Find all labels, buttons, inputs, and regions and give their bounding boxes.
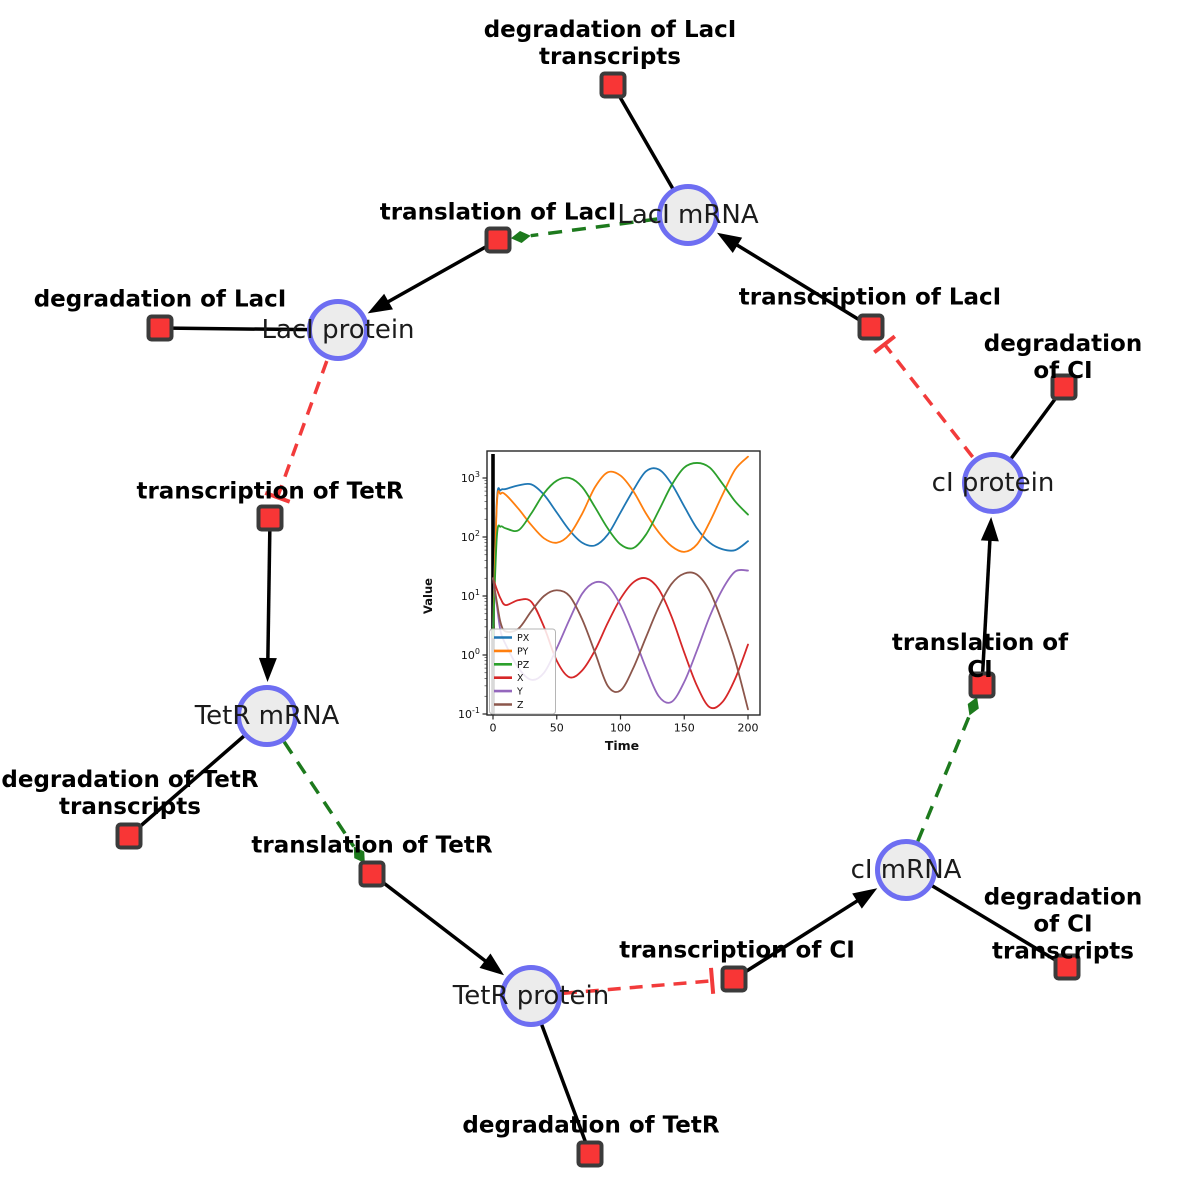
reaction-node-txn_ci[interactable] [720, 965, 748, 993]
edge-laci_mrna-transl_laci [530, 217, 658, 238]
series-X [492, 577, 749, 710]
edge-tetr_mrna-transl_tetr-diamond-icon [353, 846, 365, 864]
edge-transl_laci-laci_prot [385, 238, 499, 305]
reaction-node-transl_laci[interactable] [484, 226, 512, 254]
edge-transl_ci-ci_prot-arrowhead-icon [980, 516, 999, 542]
edge-tetr_mrna-transl_tetr [282, 740, 356, 848]
edge-ci_prot-txn_laci [883, 343, 975, 459]
x-tick-label: 150 [674, 722, 695, 735]
legend-label-Z: Z [517, 700, 524, 711]
legend-label-Y: Y [516, 687, 523, 698]
series-PY [492, 455, 749, 639]
legend-label-X: X [517, 673, 524, 684]
plot-frame [486, 450, 761, 716]
legend-label-PX: PX [517, 633, 530, 644]
edge-txn_tetr-tetr_mrna-arrowhead-icon [258, 657, 277, 683]
edge-laci_mrna-transl_laci-diamond-icon [510, 231, 531, 243]
y-tick-label: 103 [461, 470, 480, 485]
edge-ci_prot-txn_laci-tee-icon [873, 334, 897, 354]
edge-ci_mrna-deg_ci_tx [929, 882, 1068, 969]
species-node-tetr_mrna[interactable] [236, 685, 298, 747]
y-tick-label: 10-1 [458, 706, 480, 721]
y-tick-label: 102 [461, 529, 480, 544]
legend-label-PZ: PZ [517, 660, 530, 671]
y-axis-label: Value [421, 578, 435, 614]
reaction-node-txn_laci[interactable] [857, 313, 885, 341]
species-node-ci_mrna[interactable] [875, 839, 937, 901]
species-node-tetr_prot[interactable] [500, 965, 562, 1027]
edge-txn_laci-laci_mrna-arrowhead-icon [716, 232, 743, 253]
edge-tetr_prot-txn_ci [563, 979, 713, 995]
x-tick-label: 0 [490, 722, 497, 735]
edge-ci_mrna-transl_ci [916, 714, 972, 842]
reaction-node-deg_laci_tx[interactable] [599, 71, 627, 99]
edge-tetr_mrna-deg_tetr_tx [127, 733, 248, 838]
edge-laci_prot-deg_laci [159, 326, 311, 332]
x-tick-label: 200 [738, 722, 759, 735]
edge-txn_laci-laci_mrna [733, 242, 872, 329]
reaction-node-txn_tetr[interactable] [256, 504, 284, 532]
edge-txn_ci-ci_mrna-arrowhead-icon [852, 888, 878, 909]
x-tick-label: 100 [610, 722, 631, 735]
reaction-node-deg_tetr_tx[interactable] [115, 822, 143, 850]
species-node-ci_prot[interactable] [962, 452, 1024, 514]
edge-laci_mrna-deg_laci_tx [611, 84, 676, 192]
reaction-node-deg_tetr[interactable] [576, 1140, 604, 1168]
y-tick-label: 101 [461, 588, 480, 603]
reaction-node-deg_laci[interactable] [146, 314, 174, 342]
series-PZ [492, 462, 749, 639]
reaction-node-deg_ci[interactable] [1050, 373, 1078, 401]
edge-transl_tetr-tetr_prot [370, 872, 489, 964]
edge-ci_mrna-transl_ci-diamond-icon [967, 697, 979, 716]
x-axis-label: Time [605, 738, 639, 753]
edge-txn_ci-ci_mrna [733, 897, 861, 981]
timeseries-inset-chart: 0 50 100 150 200 103 102 101 100 10-1 PX PY PZ X Y Z Ti… [418, 438, 778, 768]
edge-laci_prot-txn_tetr [275, 360, 329, 498]
edge-transl_ci-ci_prot [980, 537, 992, 686]
x-tick-label: 50 [550, 722, 564, 735]
timeseries-plot: 0 50 100 150 200 103 102 101 100 10-1 PX PY PZ XYZ Ti… [421, 450, 761, 753]
series-PX [492, 467, 749, 628]
edge-txn_tetr-tetr_mrna [266, 517, 272, 662]
edge-tetr_prot-deg_tetr [539, 1021, 592, 1155]
reaction-node-transl_tetr[interactable] [358, 860, 386, 888]
legend-label-PY: PY [517, 646, 529, 657]
edge-transl_laci-laci_prot-arrowhead-icon [367, 293, 393, 314]
y-tick-label: 100 [461, 647, 480, 662]
reaction-node-deg_ci_tx[interactable] [1053, 953, 1081, 981]
edge-laci_prot-txn_tetr-tee-icon [264, 491, 291, 504]
edge-tetr_prot-txn_ci-tee-icon [708, 967, 716, 994]
species-node-laci_mrna[interactable] [657, 184, 719, 246]
reaction-node-transl_ci[interactable] [968, 671, 996, 699]
species-node-laci_prot[interactable] [307, 299, 369, 361]
edge-transl_tetr-tetr_prot-arrowhead-icon [479, 953, 505, 976]
